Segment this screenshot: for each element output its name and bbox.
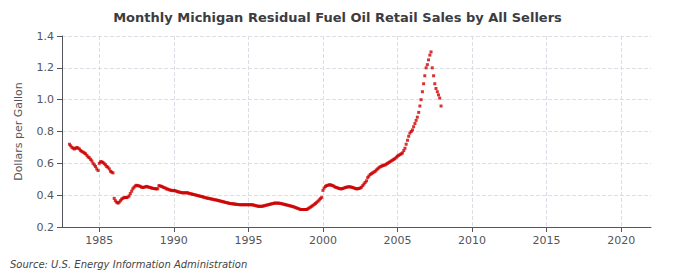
svg-text:1.2: 1.2 [37,61,55,74]
svg-text:1995: 1995 [234,234,262,247]
svg-text:1990: 1990 [160,234,188,247]
svg-text:Dollars per Gallon: Dollars per Gallon [12,82,25,181]
svg-text:2010: 2010 [458,234,486,247]
svg-text:2015: 2015 [533,234,561,247]
svg-text:1985: 1985 [85,234,113,247]
svg-text:2020: 2020 [607,234,635,247]
svg-text:0.4: 0.4 [37,189,55,202]
svg-text:1.0: 1.0 [37,93,55,106]
svg-text:Monthly Michigan Residual Fuel: Monthly Michigan Residual Fuel Oil Retai… [113,10,562,25]
svg-text:1.4: 1.4 [37,30,55,43]
svg-text:0.2: 0.2 [37,221,55,234]
svg-text:2000: 2000 [309,234,337,247]
svg-text:Source: U.S. Energy Informatio: Source: U.S. Energy Information Administ… [10,259,247,270]
svg-text:0.6: 0.6 [37,157,55,170]
svg-text:2005: 2005 [384,234,412,247]
svg-text:0.8: 0.8 [37,125,55,138]
